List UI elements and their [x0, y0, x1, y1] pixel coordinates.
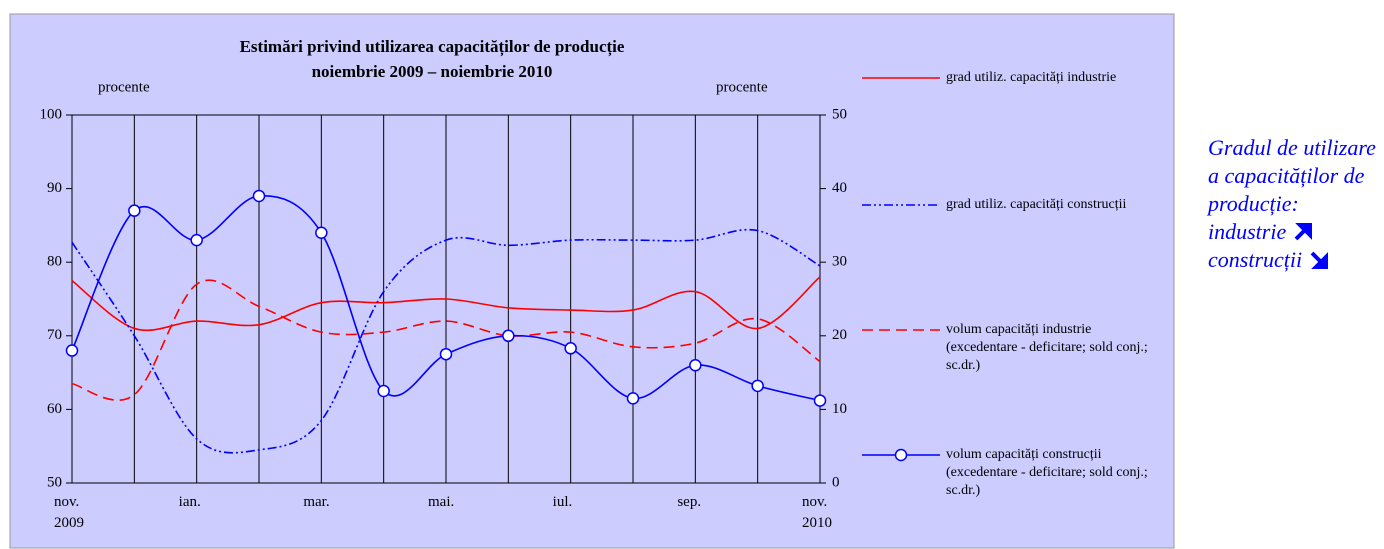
legend-marker [894, 448, 908, 462]
point [439, 347, 453, 361]
chart-panel [9, 13, 1175, 549]
point [252, 189, 266, 203]
point [65, 344, 79, 357]
x-tick-label: nov. 2010 [802, 494, 832, 531]
legend-label: volum capacități construcții (excedentar… [946, 447, 1148, 498]
y2-axis-label: procente [716, 79, 768, 95]
legend-label: grad utiliz. capacități construcții [946, 197, 1127, 212]
legend-label: volum capacități industrie (excedentare … [946, 322, 1148, 373]
arrow-down [1310, 251, 1328, 269]
y-tick-label: 50 [47, 474, 62, 490]
x-tick-label: mar. [303, 494, 330, 510]
x-tick-label: ian. [178, 494, 201, 510]
series-line [71, 228, 821, 454]
point [315, 226, 328, 240]
y-tick-label: 80 [47, 254, 62, 270]
y2-tick-label: 30 [832, 254, 847, 270]
side-note-item: industrie [1208, 219, 1287, 244]
legend-label: grad utiliz. capacități industrie [946, 70, 1117, 85]
x-tick-label: sep. [677, 494, 702, 510]
y-tick-label: 90 [47, 180, 62, 196]
point [190, 233, 203, 247]
y2-tick-label: 20 [832, 327, 847, 343]
x-tick-label: mai. [428, 494, 455, 510]
point [377, 384, 390, 398]
point [502, 329, 515, 343]
side-note-item: construcții [1208, 247, 1303, 272]
point [564, 342, 577, 355]
series-line [71, 195, 821, 402]
y2-tick-label: 10 [832, 401, 847, 417]
x-tick-label: nov. 2009 [54, 494, 84, 531]
chart-title: Estimări privind utilizarea capacitățilo… [240, 37, 625, 57]
y-axis-label: procente [98, 79, 150, 95]
point [128, 204, 141, 217]
side-note: Gradul de utilizare a capacităților de p… [1208, 134, 1380, 274]
point [689, 358, 702, 372]
arrow-up [1294, 223, 1312, 241]
series-line [71, 279, 821, 401]
series-line [71, 276, 821, 332]
point [626, 392, 640, 405]
y-tick-label: 100 [40, 106, 63, 122]
y-tick-label: 60 [47, 401, 62, 417]
x-tick-label: iul. [552, 494, 573, 510]
point [751, 379, 764, 393]
y2-tick-label: 0 [832, 474, 840, 490]
y2-tick-label: 40 [832, 180, 847, 196]
y-tick-label: 70 [47, 327, 62, 343]
point [813, 394, 827, 407]
side-note-text: Gradul de utilizare a capacităților de p… [1208, 135, 1376, 216]
y2-tick-label: 50 [832, 106, 847, 122]
chart-subtitle: noiembrie 2009 – noiembrie 2010 [312, 62, 553, 81]
